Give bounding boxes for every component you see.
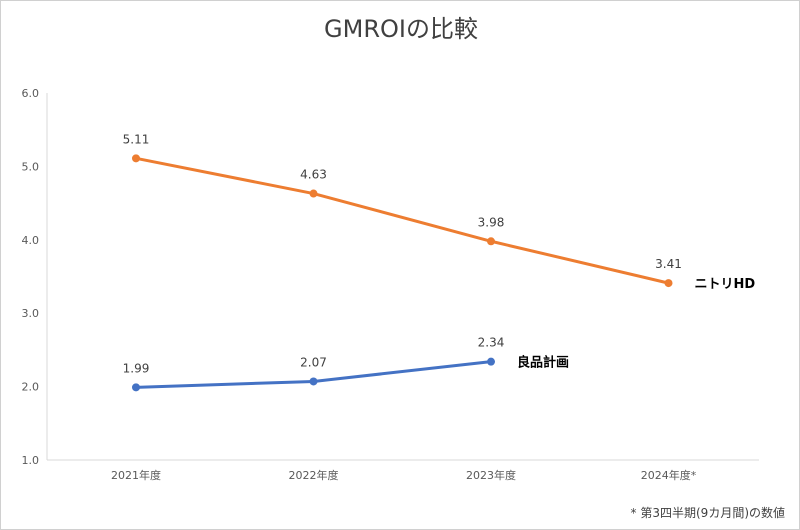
data-point (132, 383, 140, 392)
data-point (309, 189, 318, 198)
data-label: 1.99 (123, 361, 150, 375)
data-label: 4.63 (300, 168, 327, 182)
y-tick-label: 4.0 (22, 234, 40, 247)
data-point (487, 237, 495, 246)
x-tick-label: 2023年度 (466, 468, 516, 482)
data-point (132, 154, 140, 163)
data-label: 5.11 (123, 132, 150, 146)
data-label: 3.41 (655, 257, 682, 271)
chart-title: GMROIの比較 (324, 15, 478, 43)
series-label: 良品計画 (517, 355, 569, 371)
x-tick-label: 2024年度* (641, 468, 697, 482)
data-point (309, 377, 318, 386)
x-tick-label: 2021年度 (111, 468, 161, 482)
data-label: 3.98 (478, 215, 505, 229)
y-tick-label: 5.0 (22, 160, 40, 173)
series-label: ニトリHD (695, 277, 756, 292)
y-tick-label: 3.0 (22, 307, 40, 320)
y-tick-label: 6.0 (22, 87, 40, 100)
x-tick-label: 2022年度 (289, 468, 339, 482)
data-point (664, 279, 673, 288)
chart-footnote: * 第3四半期(9カ月間)の数値 (630, 506, 785, 520)
y-tick-label: 2.0 (22, 381, 40, 394)
data-label: 2.34 (478, 336, 505, 350)
series-line-0 (134, 156, 670, 285)
data-point (487, 357, 495, 366)
data-label: 2.07 (300, 355, 327, 369)
y-tick-label: 1.0 (22, 454, 40, 467)
